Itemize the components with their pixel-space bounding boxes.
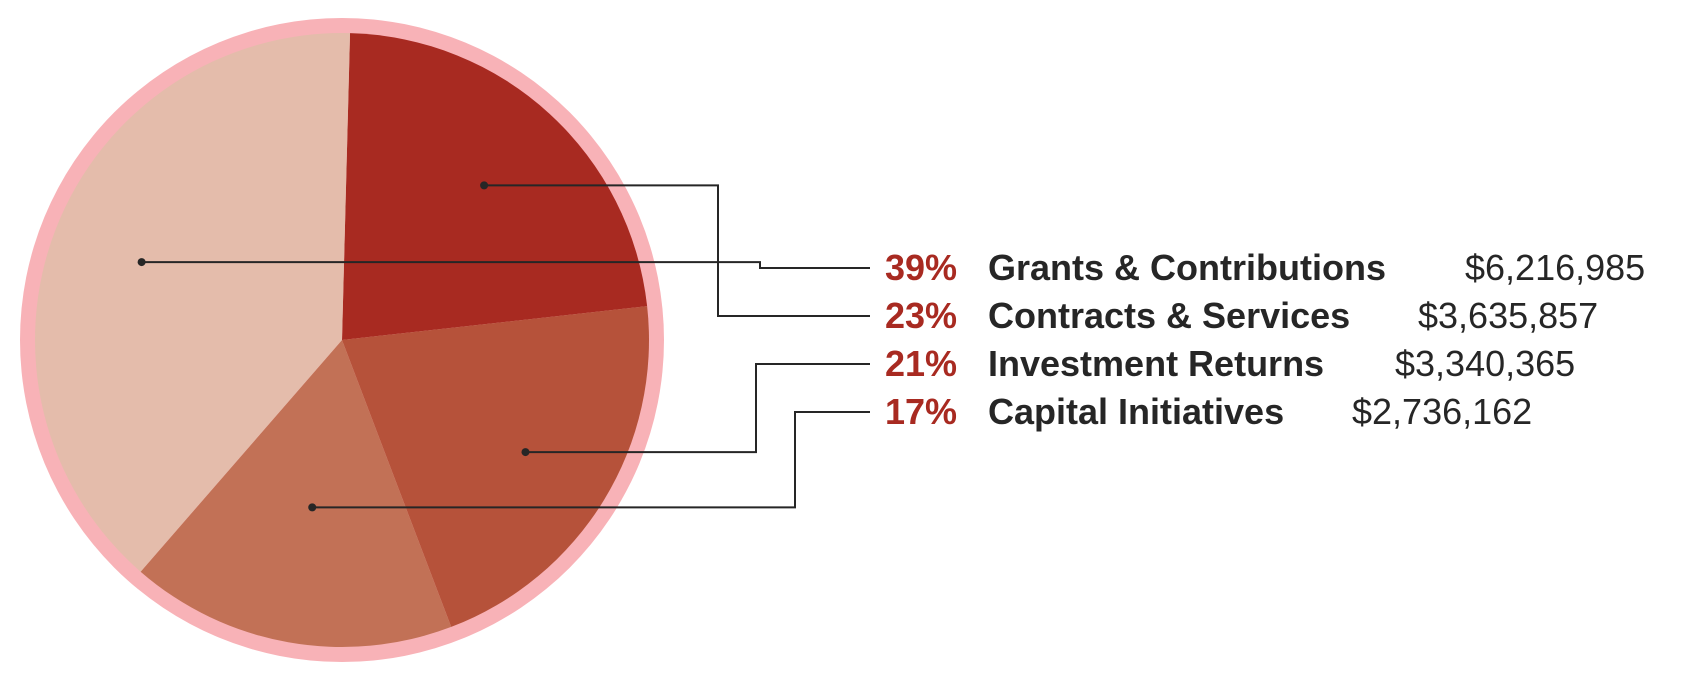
pie-slice-contracts: [342, 33, 648, 341]
slice-label-grants: Grants & Contributions: [988, 247, 1386, 288]
pie-slices: [35, 33, 649, 647]
slice-label-capital: Capital Initiatives: [988, 391, 1284, 432]
leader-dot-contracts: [480, 181, 489, 190]
pie-slice-grants: [35, 33, 351, 572]
slice-percent-investment: 21%: [885, 343, 957, 384]
legend: 39% Grants & Contributions $6,216,985 23…: [885, 247, 1645, 432]
slice-amount-capital: $2,736,162: [1352, 391, 1532, 432]
slice-label-contracts: Contracts & Services: [988, 295, 1350, 336]
leader-line-investment: [525, 363, 870, 454]
leader-line-capital: [312, 411, 870, 509]
leader-line-grants: [141, 261, 870, 269]
pie-slice-capital: [140, 340, 452, 647]
slice-amount-contracts: $3,635,857: [1418, 295, 1598, 336]
leader-dot-investment: [521, 448, 530, 457]
slice-label-investment: Investment Returns: [988, 343, 1324, 384]
slice-percent-grants: 39%: [885, 247, 957, 288]
slice-amount-grants: $6,216,985: [1465, 247, 1645, 288]
slice-percent-capital: 17%: [885, 391, 957, 432]
leader-dot-grants: [137, 258, 146, 267]
leader-dot-capital: [308, 503, 317, 512]
leader-line-contracts: [484, 184, 870, 317]
pie-slice-investment: [342, 306, 649, 627]
slice-percent-contracts: 23%: [885, 295, 957, 336]
slice-amount-investment: $3,340,365: [1395, 343, 1575, 384]
leader-lines: [137, 181, 870, 512]
